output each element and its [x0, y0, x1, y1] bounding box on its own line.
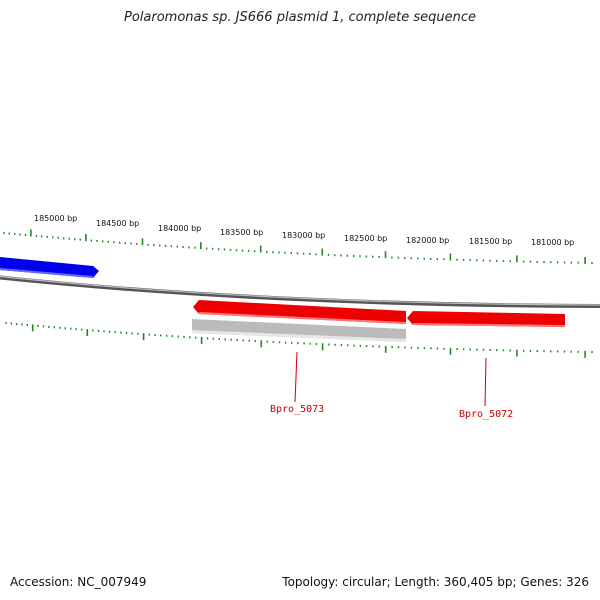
gene-label-bpro-5073[interactable]: Bpro_5073	[270, 404, 324, 415]
outer-tick-ruler	[3, 229, 593, 264]
gene-bpro-5073[interactable]	[193, 300, 406, 324]
map-title: Polaromonas sp. JS666 plasmid 1, complet…	[123, 10, 476, 25]
bp-label: 182000 bp	[406, 236, 449, 245]
gene-label-bpro-5072[interactable]: Bpro_5072	[459, 409, 513, 420]
bp-label: 181000 bp	[531, 238, 574, 247]
bp-label: 183500 bp	[220, 228, 263, 237]
forward-gene[interactable]	[0, 257, 99, 278]
bp-label: 185000 bp	[34, 214, 77, 223]
backbone-line	[0, 275, 600, 308]
backbone-highlight	[0, 275, 600, 306]
bp-label: 181500 bp	[469, 237, 512, 246]
label-leader-line	[484, 357, 487, 407]
bp-labels: 185000 bp 184500 bp 184000 bp 183500 bp …	[34, 214, 574, 247]
bp-label: 183000 bp	[282, 231, 325, 240]
bp-label: 184500 bp	[96, 219, 139, 228]
grey-feature[interactable]	[192, 319, 406, 342]
topology-summary: Topology: circular; Length: 360,405 bp; …	[282, 575, 589, 589]
label-leader-line	[294, 351, 298, 403]
bp-label: 182500 bp	[344, 234, 387, 243]
bp-label: 184000 bp	[158, 224, 201, 233]
gene-bpro-5072[interactable]	[407, 311, 565, 327]
accession-text: Accession: NC_007949	[10, 575, 147, 589]
inner-tick-ruler	[5, 322, 593, 358]
